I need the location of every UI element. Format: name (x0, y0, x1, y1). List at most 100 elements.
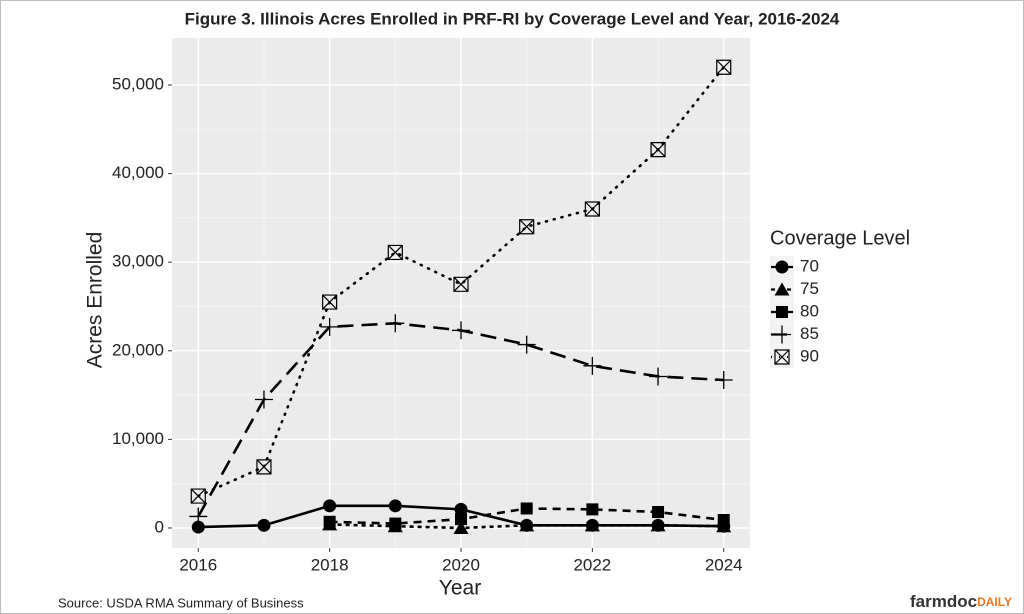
marker-shape (454, 502, 468, 516)
marker-shape (774, 282, 790, 296)
x-tick-label: 2018 (311, 555, 349, 574)
legend-symbol (774, 349, 790, 365)
point (387, 244, 403, 261)
point (256, 459, 272, 475)
marker-shape (387, 244, 403, 261)
marker-shape (650, 142, 666, 158)
y-tick-label: 50,000 (112, 74, 164, 93)
marker-shape (586, 503, 599, 516)
legend-label: 75 (800, 279, 819, 298)
source-note: Source: USDA RMA Summary of Business (58, 595, 304, 610)
marker-shape (714, 371, 733, 390)
marker-shape (254, 390, 273, 409)
point (584, 518, 600, 532)
legend-label: 90 (800, 346, 819, 365)
marker-shape (649, 367, 668, 386)
logo: farmdocDAILY (910, 592, 1012, 611)
point (323, 499, 337, 513)
y-tick-label: 30,000 (112, 252, 164, 271)
marker-shape (519, 219, 535, 235)
legend-symbol (774, 282, 790, 296)
point (257, 518, 271, 532)
point (652, 506, 665, 519)
y-axis-title: Acres Enrolled (84, 232, 107, 369)
point (517, 335, 536, 354)
point (455, 513, 467, 526)
point (584, 201, 600, 217)
marker-shape (650, 518, 666, 532)
marker-shape (388, 499, 402, 513)
marker-shape (389, 517, 402, 530)
legend-title: Coverage Level (770, 227, 910, 249)
marker-shape (452, 321, 470, 340)
legend-symbol (773, 325, 791, 344)
marker-shape (717, 514, 730, 527)
legend-marker (774, 349, 790, 365)
marker-shape (320, 317, 339, 336)
marker-shape (583, 356, 602, 375)
marker-shape (322, 294, 338, 310)
legend-label: 70 (800, 256, 819, 275)
marker-shape (517, 335, 536, 354)
y-tick-label: 20,000 (112, 340, 164, 359)
marker-shape (257, 518, 271, 532)
legend-marker (773, 325, 791, 344)
legend-symbol (775, 260, 789, 274)
point (190, 488, 206, 504)
legend-symbol (776, 306, 788, 318)
point (453, 276, 469, 292)
point (717, 514, 730, 527)
marker-shape (519, 518, 535, 532)
logo-suffix: DAILY (977, 595, 1012, 609)
marker-shape (774, 349, 790, 365)
marker-shape (776, 306, 788, 318)
marker-shape (716, 59, 732, 75)
marker-shape (773, 325, 791, 344)
marker-shape (189, 507, 208, 526)
marker-shape (520, 502, 533, 515)
marker-shape (190, 488, 206, 504)
point (586, 503, 599, 516)
point (320, 317, 339, 336)
y-tick-label: 0 (155, 517, 164, 536)
marker-shape (453, 276, 469, 292)
x-tick-label: 2022 (573, 555, 611, 574)
marker-shape (323, 515, 336, 528)
point (389, 517, 402, 530)
point (452, 321, 470, 340)
marker-shape (652, 506, 665, 519)
y-tick-label: 40,000 (112, 163, 164, 182)
point (453, 520, 469, 534)
marker-shape (256, 459, 272, 475)
x-tick-label: 2020 (442, 555, 480, 574)
legend-label: 80 (800, 301, 819, 320)
point (388, 499, 402, 513)
y-tick-label: 10,000 (112, 429, 164, 448)
legend-marker (775, 260, 789, 274)
legend-marker (776, 306, 788, 318)
legend-label: 85 (800, 324, 819, 343)
point (323, 515, 336, 528)
x-axis-title: Year (439, 577, 481, 600)
marker-shape (584, 518, 600, 532)
point (650, 518, 666, 532)
x-tick-label: 2024 (705, 555, 743, 574)
point (519, 518, 535, 532)
point (189, 507, 208, 526)
point (386, 314, 405, 333)
legend-marker (774, 282, 790, 296)
point (714, 371, 733, 390)
logo-main: farmdoc (910, 592, 977, 611)
marker-shape (775, 260, 789, 274)
point (649, 367, 668, 386)
chart-title: Figure 3. Illinois Acres Enrolled in PRF… (185, 9, 840, 28)
point (583, 356, 602, 375)
marker-shape (584, 201, 600, 217)
marker-shape (453, 520, 469, 534)
point (520, 502, 533, 515)
marker-shape (455, 513, 467, 526)
point (254, 390, 273, 409)
point (454, 502, 468, 516)
point (322, 294, 338, 310)
